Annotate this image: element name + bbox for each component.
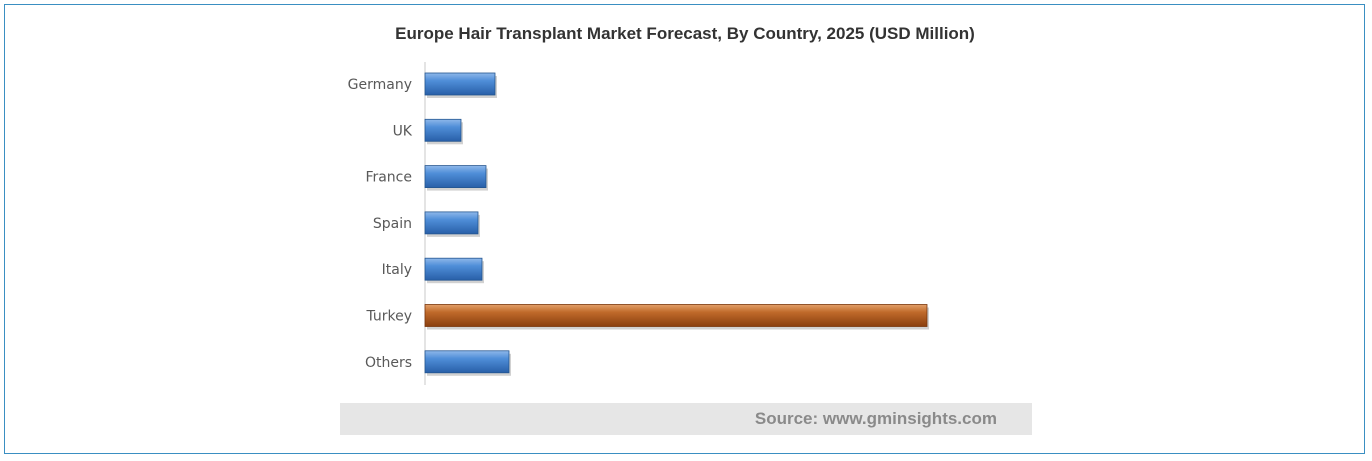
category-label-turkey: Turkey [365,309,412,325]
category-label-france: France [365,170,412,186]
bars-group [424,72,929,376]
category-label-uk: UK [393,123,413,139]
bar-italy [424,257,483,281]
category-labels-group: Germany UK France Spain Italy Turkey Others [348,77,413,371]
category-label-italy: Italy [382,262,412,278]
chart-title: Europe Hair Transplant Market Forecast, … [395,24,975,43]
bar-spain [424,211,479,235]
bar-others [424,350,510,374]
category-label-germany: Germany [348,77,412,93]
source-text: Source: www.gminsights.com [754,409,997,428]
bar-germany [424,72,496,96]
source-box: Source: www.gminsights.com [340,403,1032,435]
category-label-spain: Spain [373,216,412,232]
category-label-others: Others [365,355,412,371]
bar-france [424,165,487,189]
bar-turkey [424,304,928,327]
bar-uk [424,118,462,142]
chart-frame [4,4,1365,454]
